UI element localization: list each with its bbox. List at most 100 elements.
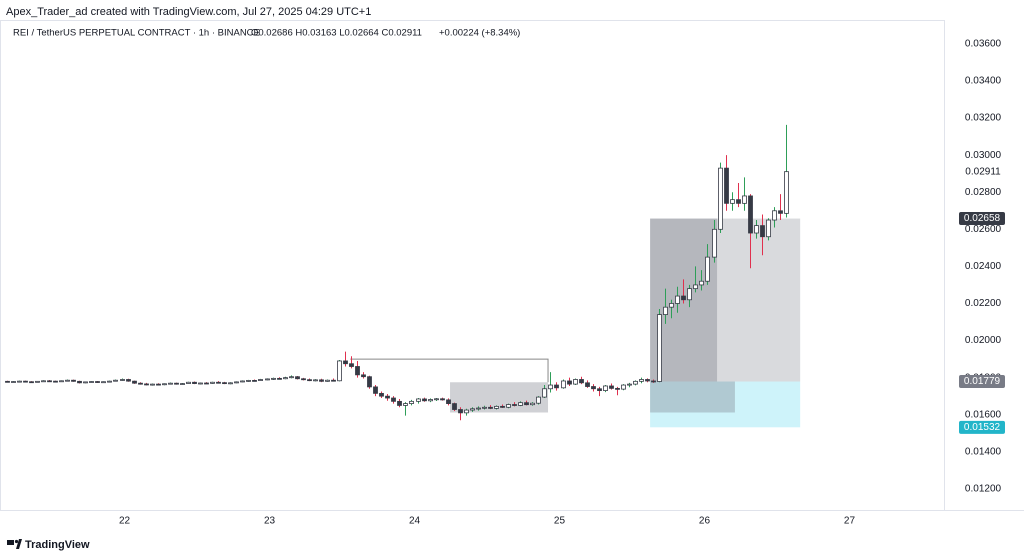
candle-body bbox=[53, 380, 58, 383]
candle-body bbox=[361, 374, 366, 378]
price-label: 0.01532 bbox=[964, 422, 1001, 433]
candle-body bbox=[343, 360, 348, 365]
candle-body bbox=[174, 382, 179, 385]
position-zone bbox=[450, 382, 549, 413]
position-zone bbox=[650, 381, 801, 428]
candle-body bbox=[289, 376, 294, 379]
candle-body bbox=[265, 378, 270, 381]
candle-body bbox=[59, 380, 64, 383]
candle-body bbox=[434, 398, 439, 401]
x-tick-label: 24 bbox=[409, 516, 421, 527]
candle-body bbox=[597, 388, 602, 392]
candle-body bbox=[452, 403, 457, 410]
candle-body bbox=[156, 383, 161, 386]
y-tick-label: 0.01400 bbox=[965, 446, 1002, 457]
tv-logo bbox=[7, 539, 22, 549]
candle-body bbox=[271, 377, 276, 380]
price-label: 0.02911 bbox=[965, 166, 1001, 177]
candle-body bbox=[476, 407, 481, 410]
candle-body bbox=[512, 404, 517, 406]
drawn-line bbox=[350, 358, 549, 383]
candle-body bbox=[379, 392, 384, 397]
candle-body bbox=[71, 379, 76, 382]
candle-body bbox=[77, 380, 82, 384]
y-tick-label: 0.02200 bbox=[965, 298, 1002, 309]
candle-body bbox=[542, 388, 547, 398]
candle-body bbox=[428, 399, 433, 402]
candle-body bbox=[422, 398, 427, 402]
candle-body bbox=[609, 385, 614, 389]
candle-body bbox=[313, 379, 318, 382]
candle-body bbox=[506, 404, 511, 408]
candle-body bbox=[391, 397, 396, 402]
candle-body bbox=[204, 382, 209, 385]
candle-body bbox=[120, 379, 125, 381]
candle-body bbox=[216, 381, 221, 384]
candle-body bbox=[222, 382, 227, 385]
candle-body bbox=[234, 381, 239, 384]
x-tick-label: 25 bbox=[554, 516, 566, 527]
candle-body bbox=[675, 295, 680, 304]
candle-body bbox=[162, 383, 167, 386]
candle-body bbox=[397, 400, 402, 406]
candle-body bbox=[277, 377, 282, 380]
candle-body bbox=[307, 379, 312, 382]
y-tick-label: 0.03600 bbox=[965, 39, 1002, 50]
candle-body bbox=[524, 402, 529, 406]
candle-body bbox=[705, 256, 710, 282]
y-tick-label: 0.03000 bbox=[965, 150, 1002, 161]
candle-body bbox=[603, 385, 608, 392]
candle-body bbox=[301, 378, 306, 381]
candle-body bbox=[693, 284, 698, 290]
candle-body bbox=[663, 306, 668, 315]
y-tick-label: 0.02000 bbox=[965, 335, 1002, 346]
candle-body bbox=[681, 295, 686, 301]
candle-body bbox=[240, 380, 245, 383]
candle-body bbox=[639, 379, 644, 382]
candle-body bbox=[385, 395, 390, 399]
candle-body bbox=[579, 379, 584, 384]
candle-body bbox=[132, 380, 137, 384]
candle-body bbox=[446, 399, 451, 404]
x-tick-label: 27 bbox=[844, 516, 856, 527]
candle-body bbox=[17, 380, 22, 383]
candle-body bbox=[107, 380, 112, 383]
price-label-box bbox=[959, 375, 1005, 389]
candle-body bbox=[416, 398, 421, 402]
candle-body bbox=[150, 383, 155, 386]
candle-body bbox=[319, 379, 324, 382]
candle-body bbox=[754, 225, 759, 234]
candle-body bbox=[633, 380, 638, 385]
candle-body bbox=[252, 380, 257, 382]
candle-body bbox=[591, 386, 596, 390]
candle-body bbox=[180, 383, 185, 385]
footer: TradingView bbox=[25, 539, 90, 551]
y-tick-label: 0.02600 bbox=[965, 224, 1002, 235]
position-zone bbox=[717, 218, 801, 382]
candle-body bbox=[784, 171, 789, 214]
candle-body bbox=[585, 382, 590, 387]
candle-body bbox=[403, 403, 408, 406]
candle-body bbox=[367, 376, 372, 388]
candle-body bbox=[210, 381, 215, 384]
candle-body bbox=[772, 210, 777, 221]
candle-body bbox=[23, 380, 28, 383]
candle-body bbox=[11, 381, 16, 383]
candle-body bbox=[355, 366, 360, 376]
candle-body bbox=[325, 379, 330, 382]
candle-body bbox=[464, 409, 469, 414]
y-tick-label: 0.01600 bbox=[965, 409, 1002, 420]
candle-body bbox=[331, 379, 336, 382]
candle-body bbox=[373, 386, 378, 394]
candle-body bbox=[168, 382, 173, 385]
x-tick-label: 23 bbox=[264, 516, 276, 527]
plot-frame bbox=[0, 20, 945, 511]
symbol: REI / TetherUS PERPETUAL CONTRACT · 1h ·… bbox=[13, 28, 260, 39]
candle-body bbox=[35, 380, 40, 383]
candle-body bbox=[718, 167, 723, 230]
candle-body bbox=[29, 381, 34, 384]
candle-body bbox=[627, 383, 632, 386]
x-tick-label: 22 bbox=[119, 516, 131, 527]
